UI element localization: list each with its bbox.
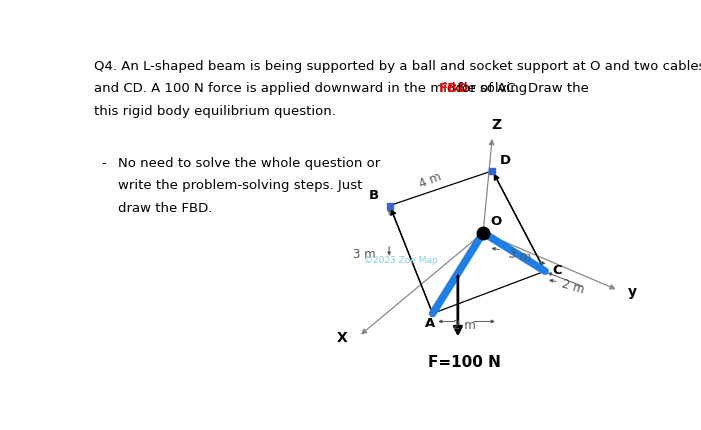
Text: 3 m: 3 m [353, 248, 376, 261]
Text: write the problem-solving steps. Just: write the problem-solving steps. Just [118, 179, 362, 192]
Text: ©2023 Zoe Map: ©2023 Zoe Map [364, 256, 437, 265]
Text: Q4. An L-shaped beam is being supported by a ball and socket support at O and tw: Q4. An L-shaped beam is being supported … [94, 60, 701, 73]
Text: C: C [552, 264, 562, 277]
Text: 2 m: 2 m [561, 277, 586, 297]
Text: Z: Z [491, 118, 502, 132]
Text: D: D [499, 154, 510, 168]
Text: A: A [425, 317, 435, 331]
Text: y: y [627, 285, 637, 299]
Text: 4 m: 4 m [417, 170, 443, 191]
Text: 2 m: 2 m [453, 319, 475, 332]
Text: for solving: for solving [453, 83, 527, 95]
Text: O: O [490, 215, 501, 228]
Text: this rigid body equilibrium question.: this rigid body equilibrium question. [94, 105, 336, 118]
Text: -: - [101, 157, 106, 170]
Text: and CD. A 100 N force is applied downward in the middle of AC.  Draw the: and CD. A 100 N force is applied downwar… [94, 83, 593, 95]
Text: No need to solve the whole question or: No need to solve the whole question or [118, 157, 380, 170]
Text: B: B [369, 189, 379, 202]
Text: X: X [337, 331, 348, 345]
Text: 3 m: 3 m [507, 247, 532, 264]
Text: FBD: FBD [439, 83, 469, 95]
Text: F=100 N: F=100 N [428, 355, 501, 370]
Text: draw the FBD.: draw the FBD. [118, 202, 212, 215]
